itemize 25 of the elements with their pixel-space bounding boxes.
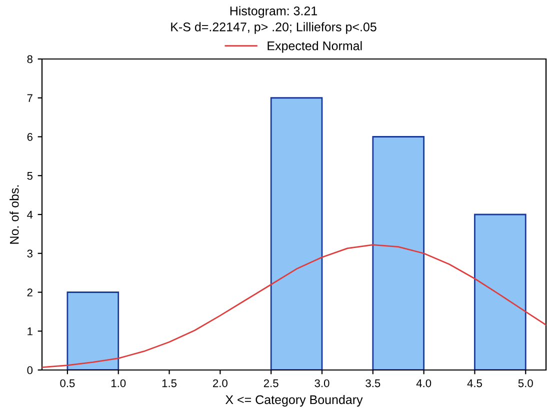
chart-title: Histogram: 3.21 <box>230 6 318 18</box>
x-tick-label: 3.0 <box>314 379 330 388</box>
y-tick-label: 3 <box>27 250 32 258</box>
y-tick-label: 1 <box>28 328 32 336</box>
y-tick-label: 7 <box>27 94 32 102</box>
x-tick-label: 2.0 <box>213 379 228 388</box>
x-tick-label: 4.5 <box>467 379 482 388</box>
y-tick-label: 8 <box>27 55 32 64</box>
line-series <box>42 244 546 368</box>
x-tick-label: 0.5 <box>60 379 75 388</box>
x-axis-title: X <= Category Boundary <box>225 394 363 407</box>
x-tick-label: 5.0 <box>518 379 533 388</box>
x-tick-label: 2.5 <box>264 379 278 388</box>
y-tick-label: 2 <box>27 288 32 296</box>
chart-subtitle: K-S d=.22147, p> .20; Lilliefors p<.05 <box>171 22 376 34</box>
x-tick-label: 1.5 <box>162 379 177 388</box>
y-axis-title: No. of obs. <box>10 185 19 244</box>
y-tick-label: 5 <box>27 172 33 180</box>
x-tick-label: 3.5 <box>366 379 380 388</box>
y-tick-label: 4 <box>27 210 33 219</box>
legend-label: Expected Normal <box>268 41 362 53</box>
x-tick-label: 1.0 <box>111 379 126 388</box>
y-tick-label: 0 <box>27 366 33 374</box>
y-tick-label: 6 <box>27 133 32 141</box>
x-tick-label: 4.0 <box>416 379 432 388</box>
